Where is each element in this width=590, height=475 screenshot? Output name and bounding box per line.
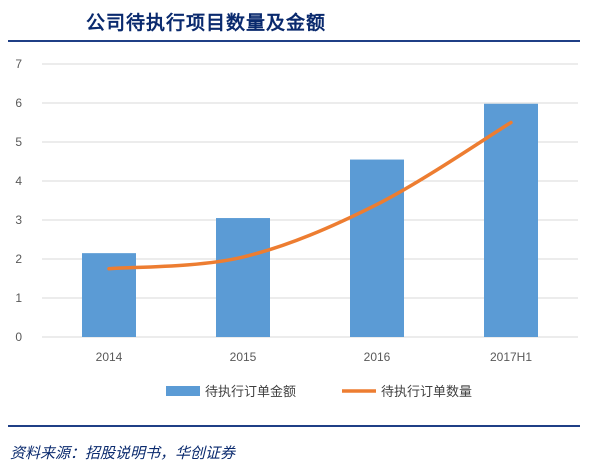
x-axis-ticks: 2014 2015 2016 2017H1 [96,350,533,364]
bar [350,159,404,337]
y-tick-label: 1 [15,291,22,305]
y-tick-label: 5 [15,135,22,149]
y-axis-ticks: 0 1 2 3 4 5 6 7 [15,57,22,344]
title-rule [8,40,580,42]
y-tick-label: 7 [15,57,22,71]
chart-title: 公司待执行项目数量及金额 [86,12,327,34]
legend: 待执行订单金额 待执行订单数量 [166,384,472,400]
bar [484,103,538,337]
x-tick-label: 2015 [230,350,257,364]
y-tick-label: 3 [15,213,22,227]
legend-swatch-bar [166,386,200,396]
legend-label-line: 待执行订单数量 [381,385,472,400]
y-tick-label: 4 [15,174,22,188]
y-tick-label: 2 [15,252,22,266]
bar [216,218,270,337]
x-tick-label: 2016 [364,350,391,364]
footer-rule [8,425,580,427]
bar [82,253,136,337]
line-series [107,120,513,271]
y-tick-label: 6 [15,96,22,110]
x-tick-label: 2014 [96,350,123,364]
line-path [107,120,513,271]
y-tick-label: 0 [15,330,22,344]
source-note: 资料来源：招股说明书，华创证券 [10,444,236,462]
legend-label-bar: 待执行订单金额 [205,384,296,400]
x-tick-label: 2017H1 [490,350,532,364]
